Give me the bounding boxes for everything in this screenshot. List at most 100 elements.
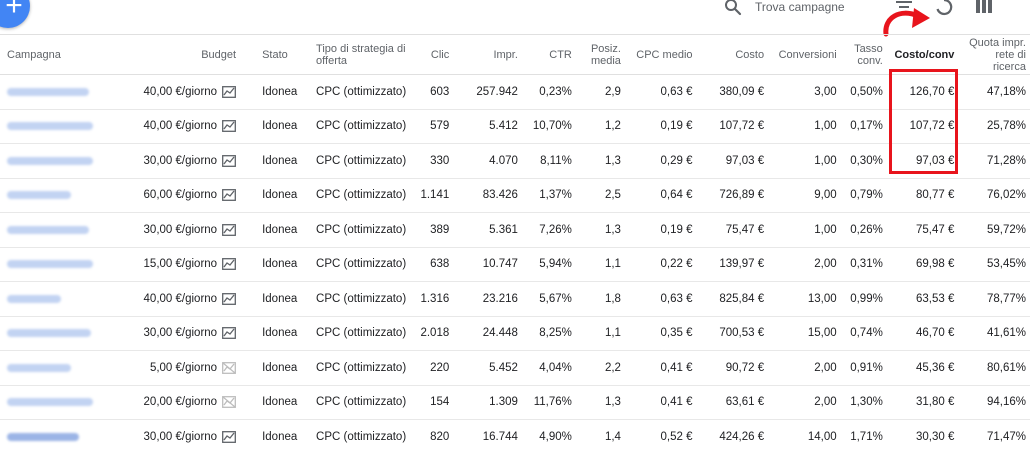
campaign-name-link[interactable] <box>0 248 137 282</box>
col-header-tasso[interactable]: Tasso conv. <box>854 42 883 67</box>
budget-value[interactable]: 15,00 €/giorno <box>143 258 218 271</box>
campaign-name-link[interactable] <box>0 213 137 247</box>
col-header-costo[interactable]: Costo <box>735 48 765 61</box>
budget-value[interactable]: 40,00 €/giorno <box>143 85 218 98</box>
budget-value[interactable]: 30,00 €/giorno <box>143 327 218 340</box>
campaign-name-link[interactable] <box>0 282 137 316</box>
table-row[interactable]: 40,00 €/giorno Idonea CPC (ottimizzato) 603… <box>0 75 1030 110</box>
col-header-conversioni[interactable]: Conversioni <box>778 48 837 61</box>
table-row[interactable]: 15,00 €/giorno Idonea CPC (ottimizzato) 638… <box>0 248 1030 282</box>
trend-chart-icon[interactable] <box>222 154 237 167</box>
budget-value[interactable]: 60,00 €/giorno <box>143 189 218 202</box>
strategy-cell: CPC (ottimizzato) <box>316 430 407 443</box>
avg-position-cell: 1,1 <box>604 258 621 271</box>
campaign-name-link[interactable] <box>0 317 137 351</box>
segment-icon[interactable] <box>935 0 953 16</box>
col-header-costo-conv[interactable]: Costo/conv <box>894 48 955 61</box>
trend-chart-disabled-icon[interactable] <box>222 361 237 374</box>
conv-rate-cell: 0,79% <box>850 189 883 202</box>
ctr-cell: 8,25% <box>539 327 572 340</box>
budget-cell: 5,00 €/giorno <box>137 351 240 385</box>
table-row[interactable]: 30,00 €/giorno Idonea CPC (ottimizzato) 389… <box>0 213 1030 248</box>
col-header-stato[interactable]: Stato <box>262 48 288 61</box>
filter-icon[interactable] <box>896 1 912 13</box>
col-header-budget[interactable]: Budget <box>201 48 237 61</box>
table-row[interactable]: 5,00 €/giorno Idonea CPC (ottimizzato) 220 5… <box>0 351 1030 386</box>
col-header-clic[interactable]: Clic <box>430 48 450 61</box>
impressions-cell: 83.426 <box>482 189 518 202</box>
budget-value[interactable]: 30,00 €/giorno <box>143 430 218 443</box>
search-input[interactable]: Trova campagne <box>755 0 845 14</box>
clicks-cell: 2.018 <box>420 327 450 340</box>
trend-chart-icon[interactable] <box>222 120 237 133</box>
columns-icon[interactable] <box>976 0 992 13</box>
cost-per-conv-cell: 63,53 € <box>916 292 955 305</box>
conversions-cell: 2,00 <box>814 361 837 374</box>
search-icon[interactable] <box>724 0 742 16</box>
col-header-quota[interactable]: Quota impr. rete di ricerca <box>969 36 1026 73</box>
avg-position-cell: 1,3 <box>604 154 621 167</box>
status-cell: Idonea <box>262 189 298 202</box>
strategy-cell: CPC (ottimizzato) <box>316 327 407 340</box>
budget-value[interactable]: 30,00 €/giorno <box>143 223 218 236</box>
budget-value[interactable]: 40,00 €/giorno <box>143 292 218 305</box>
col-header-impr[interactable]: Impr. <box>493 48 518 61</box>
table-row[interactable]: 30,00 €/giorno Idonea CPC (ottimizzato) 820… <box>0 420 1030 452</box>
cost-cell: 139,97 € <box>719 258 765 271</box>
redacted-campaign-name <box>7 225 89 234</box>
avg-position-cell: 1,3 <box>604 223 621 236</box>
col-header-cpc[interactable]: CPC medio <box>636 48 693 61</box>
trend-chart-icon[interactable] <box>222 430 237 443</box>
add-campaign-button[interactable]: + <box>0 0 30 28</box>
table-row[interactable]: 40,00 €/giorno Idonea CPC (ottimizzato) 579… <box>0 110 1030 144</box>
table-row[interactable]: 60,00 €/giorno Idonea CPC (ottimizzato) 1.1… <box>0 179 1030 213</box>
conversions-cell: 15,00 <box>807 327 837 340</box>
cost-cell: 97,03 € <box>725 154 765 167</box>
conversions-cell: 13,00 <box>807 292 837 305</box>
table-row[interactable]: 40,00 €/giorno Idonea CPC (ottimizzato) 1.3… <box>0 282 1030 317</box>
ctr-cell: 4,90% <box>539 430 572 443</box>
campaign-name-link[interactable] <box>0 110 137 144</box>
trend-chart-icon[interactable] <box>222 189 237 202</box>
table-row[interactable]: 20,00 €/giorno Idonea CPC (ottimizzato) 154… <box>0 386 1030 420</box>
col-header-campagna[interactable]: Campagna <box>7 48 61 61</box>
status-cell: Idonea <box>262 396 298 409</box>
ctr-cell: 7,26% <box>539 223 572 236</box>
budget-cell: 30,00 €/giorno <box>137 317 240 351</box>
budget-value[interactable]: 5,00 €/giorno <box>149 361 218 374</box>
redacted-campaign-name <box>7 156 93 165</box>
col-header-strategia[interactable]: Tipo di strategia di offerta <box>316 42 406 67</box>
budget-value[interactable]: 30,00 €/giorno <box>143 154 218 167</box>
trend-chart-icon[interactable] <box>222 292 237 305</box>
impressions-cell: 10.747 <box>482 258 518 271</box>
trend-chart-disabled-icon[interactable] <box>222 396 237 409</box>
strategy-cell: CPC (ottimizzato) <box>316 258 407 271</box>
budget-value[interactable]: 40,00 €/giorno <box>143 120 218 133</box>
search-impr-share-cell: 71,47% <box>986 430 1026 443</box>
campaign-name-link[interactable] <box>0 386 137 420</box>
search-impr-share-cell: 59,72% <box>986 223 1026 236</box>
table-row[interactable]: 30,00 €/giorno Idonea CPC (ottimizzato) 330… <box>0 144 1030 179</box>
trend-chart-icon[interactable] <box>222 223 237 236</box>
table-row[interactable]: 30,00 €/giorno Idonea CPC (ottimizzato) 2.0… <box>0 317 1030 351</box>
conv-rate-cell: 0,31% <box>850 258 883 271</box>
redacted-campaign-name <box>7 432 79 441</box>
cost-per-conv-cell: 107,72 € <box>909 120 955 133</box>
cost-per-conv-cell: 30,30 € <box>916 430 955 443</box>
redacted-campaign-name <box>7 363 71 372</box>
col-header-ctr[interactable]: CTR <box>549 48 572 61</box>
campaign-name-link[interactable] <box>0 351 137 385</box>
campaign-name-link[interactable] <box>0 144 137 178</box>
budget-value[interactable]: 20,00 €/giorno <box>143 396 218 409</box>
col-header-posiz[interactable]: Posiz. media <box>590 42 621 67</box>
cost-cell: 825,84 € <box>719 292 765 305</box>
campaign-name-link[interactable] <box>0 420 137 452</box>
trend-chart-icon[interactable] <box>222 258 237 271</box>
campaign-name-link[interactable] <box>0 75 137 109</box>
campaign-name-link[interactable] <box>0 179 137 213</box>
conv-rate-cell: 1,71% <box>850 430 883 443</box>
trend-chart-icon[interactable] <box>222 85 237 98</box>
conv-rate-cell: 0,74% <box>850 327 883 340</box>
avg-position-cell: 2,5 <box>604 189 621 202</box>
trend-chart-icon[interactable] <box>222 327 237 340</box>
